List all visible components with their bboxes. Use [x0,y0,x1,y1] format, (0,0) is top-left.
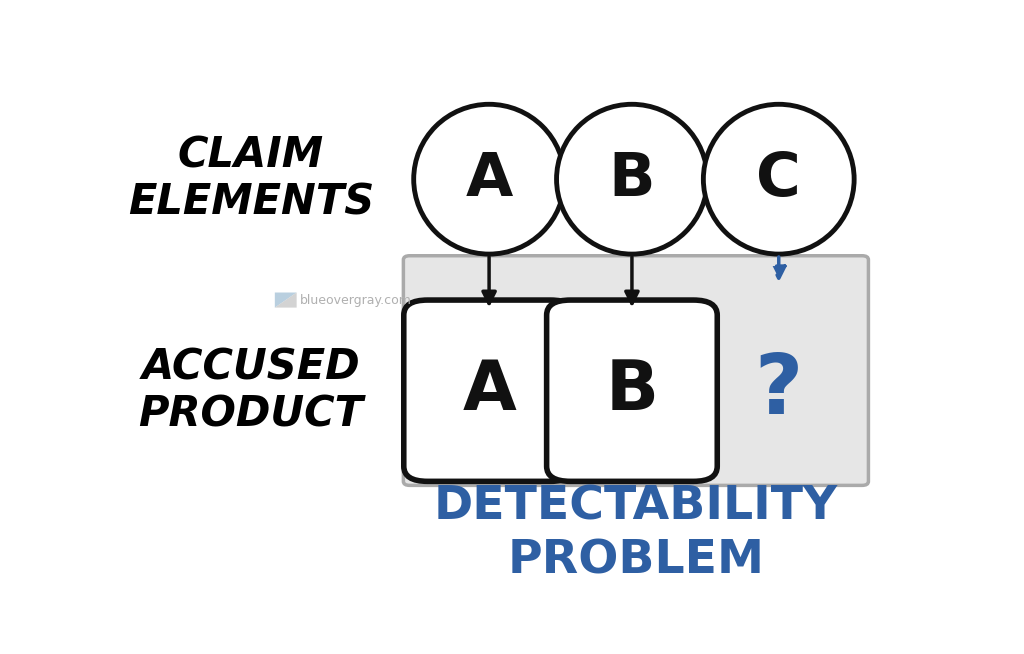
Text: DETECTABILITY
PROBLEM: DETECTABILITY PROBLEM [434,485,838,583]
Text: B: B [605,357,658,424]
Polygon shape [274,292,297,307]
Text: blueovergray.com: blueovergray.com [300,294,412,307]
Text: C: C [757,150,801,209]
Text: CLAIM
ELEMENTS: CLAIM ELEMENTS [128,135,374,224]
Ellipse shape [414,104,564,254]
Text: B: B [608,150,655,209]
Polygon shape [274,292,297,307]
Ellipse shape [557,104,708,254]
FancyBboxPatch shape [547,300,717,481]
Text: ?: ? [755,350,803,431]
Text: ACCUSED
PRODUCT: ACCUSED PRODUCT [138,346,364,435]
FancyBboxPatch shape [403,300,574,481]
Text: A: A [462,357,516,424]
Ellipse shape [703,104,854,254]
Text: A: A [466,150,513,209]
FancyBboxPatch shape [403,256,868,485]
